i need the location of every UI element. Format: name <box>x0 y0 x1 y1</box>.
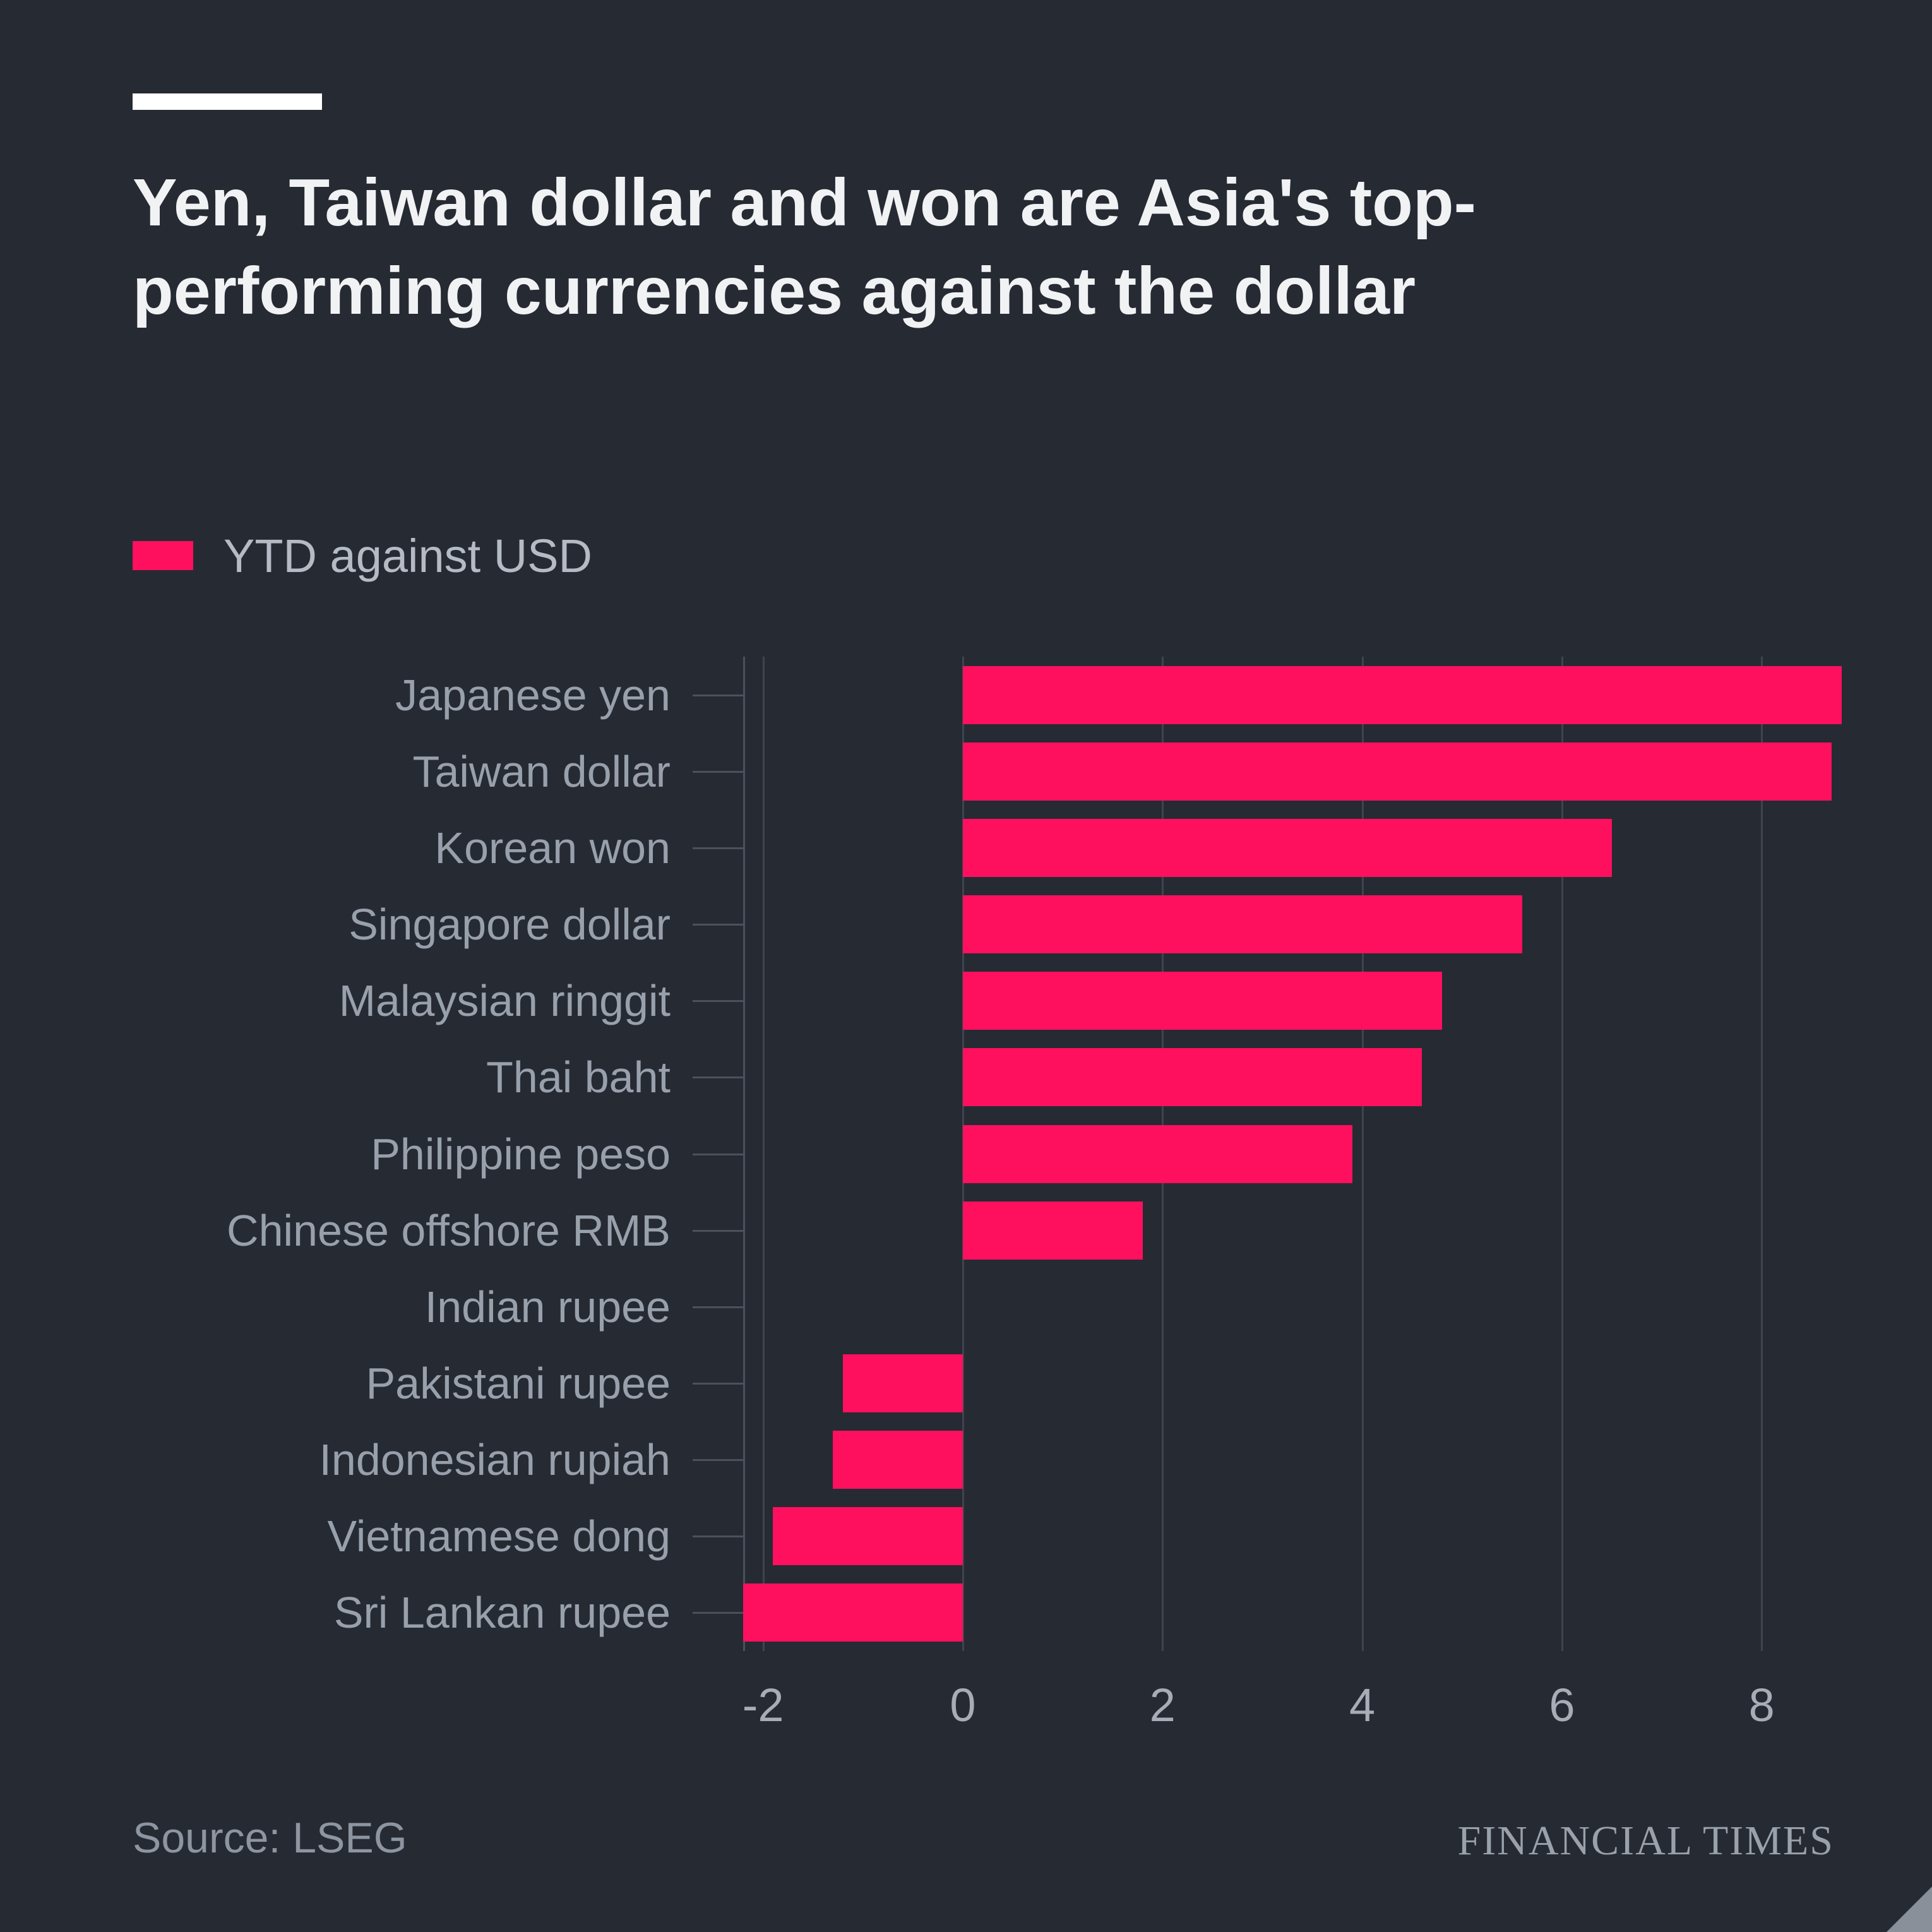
category-axis-line <box>743 657 745 1651</box>
x-tick-label-0: 0 <box>950 1679 976 1731</box>
category-tick <box>693 1612 743 1614</box>
category-label: Taiwan dollar <box>412 746 671 796</box>
category-label: Singapore dollar <box>349 900 671 950</box>
category-label: Sri Lankan rupee <box>333 1588 671 1638</box>
gridline--2 <box>762 657 765 1651</box>
bar-japanese-yen <box>962 665 1842 724</box>
category-label: Pakistani rupee <box>366 1358 671 1408</box>
category-tick <box>693 924 743 926</box>
category-tick <box>693 1382 743 1385</box>
bar-malaysian-ringgit <box>962 972 1443 1030</box>
category-tick <box>693 1076 743 1079</box>
category-axis: Japanese yen Taiwan dollar Korean won Singa… <box>95 657 671 1651</box>
bar-pakistani-rupee <box>843 1354 963 1412</box>
x-tick-label-6: 6 <box>1549 1679 1575 1731</box>
gridline-4 <box>1361 657 1364 1651</box>
bar-taiwan-dollar <box>962 742 1832 801</box>
bar-singapore-dollar <box>962 895 1522 954</box>
x-axis: -2 0 2 4 6 8 <box>742 1678 1881 1741</box>
x-tick-label-2: 2 <box>1149 1679 1176 1731</box>
source-note: Source: LSEG <box>133 1814 407 1862</box>
x-tick-label-4: 4 <box>1349 1679 1376 1731</box>
category-tick <box>693 1306 743 1308</box>
ft-top-dash <box>133 93 322 110</box>
category-tick <box>693 1000 743 1003</box>
gridline-8 <box>1761 657 1763 1651</box>
bar-sri-lankan-rupee <box>743 1583 963 1642</box>
ft-logo: FINANCIAL TIMES <box>1457 1818 1834 1864</box>
gridline-6 <box>1561 657 1563 1651</box>
category-tick <box>693 1153 743 1155</box>
legend: YTD against USD <box>133 530 592 582</box>
category-label: Indonesian rupiah <box>319 1435 671 1485</box>
category-tick <box>693 847 743 849</box>
bar-vietnamese-dong <box>773 1507 963 1566</box>
x-tick-label-8: 8 <box>1748 1679 1775 1731</box>
bar-korean-won <box>962 818 1612 877</box>
category-label: Japanese yen <box>395 670 671 720</box>
legend-label: YTD against USD <box>224 529 592 582</box>
x-tick-label--2: -2 <box>742 1679 784 1731</box>
category-label: Thai baht <box>486 1052 671 1102</box>
category-tick <box>693 1459 743 1462</box>
bar-chinese-offshore-rmb <box>962 1201 1143 1260</box>
category-label: Chinese offshore RMB <box>227 1205 671 1255</box>
category-label: Philippine peso <box>371 1129 671 1179</box>
category-tick <box>693 1535 743 1538</box>
category-label: Vietnamese dong <box>327 1512 671 1561</box>
corner-mark-icon <box>1887 1887 1932 1932</box>
bar-indonesian-rupiah <box>833 1431 963 1489</box>
legend-swatch-icon <box>133 541 193 570</box>
chart-title: Yen, Taiwan dollar and won are Asia's to… <box>133 165 1476 328</box>
category-tick <box>693 694 743 696</box>
category-label: Indian rupee <box>424 1282 671 1332</box>
bar-philippine-peso <box>962 1124 1352 1183</box>
category-label: Korean won <box>434 823 671 873</box>
category-tick <box>693 770 743 773</box>
plot-area <box>693 657 1881 1651</box>
category-tick <box>693 1229 743 1232</box>
bar-thai-baht <box>962 1048 1422 1107</box>
category-label: Malaysian ringgit <box>338 976 671 1026</box>
